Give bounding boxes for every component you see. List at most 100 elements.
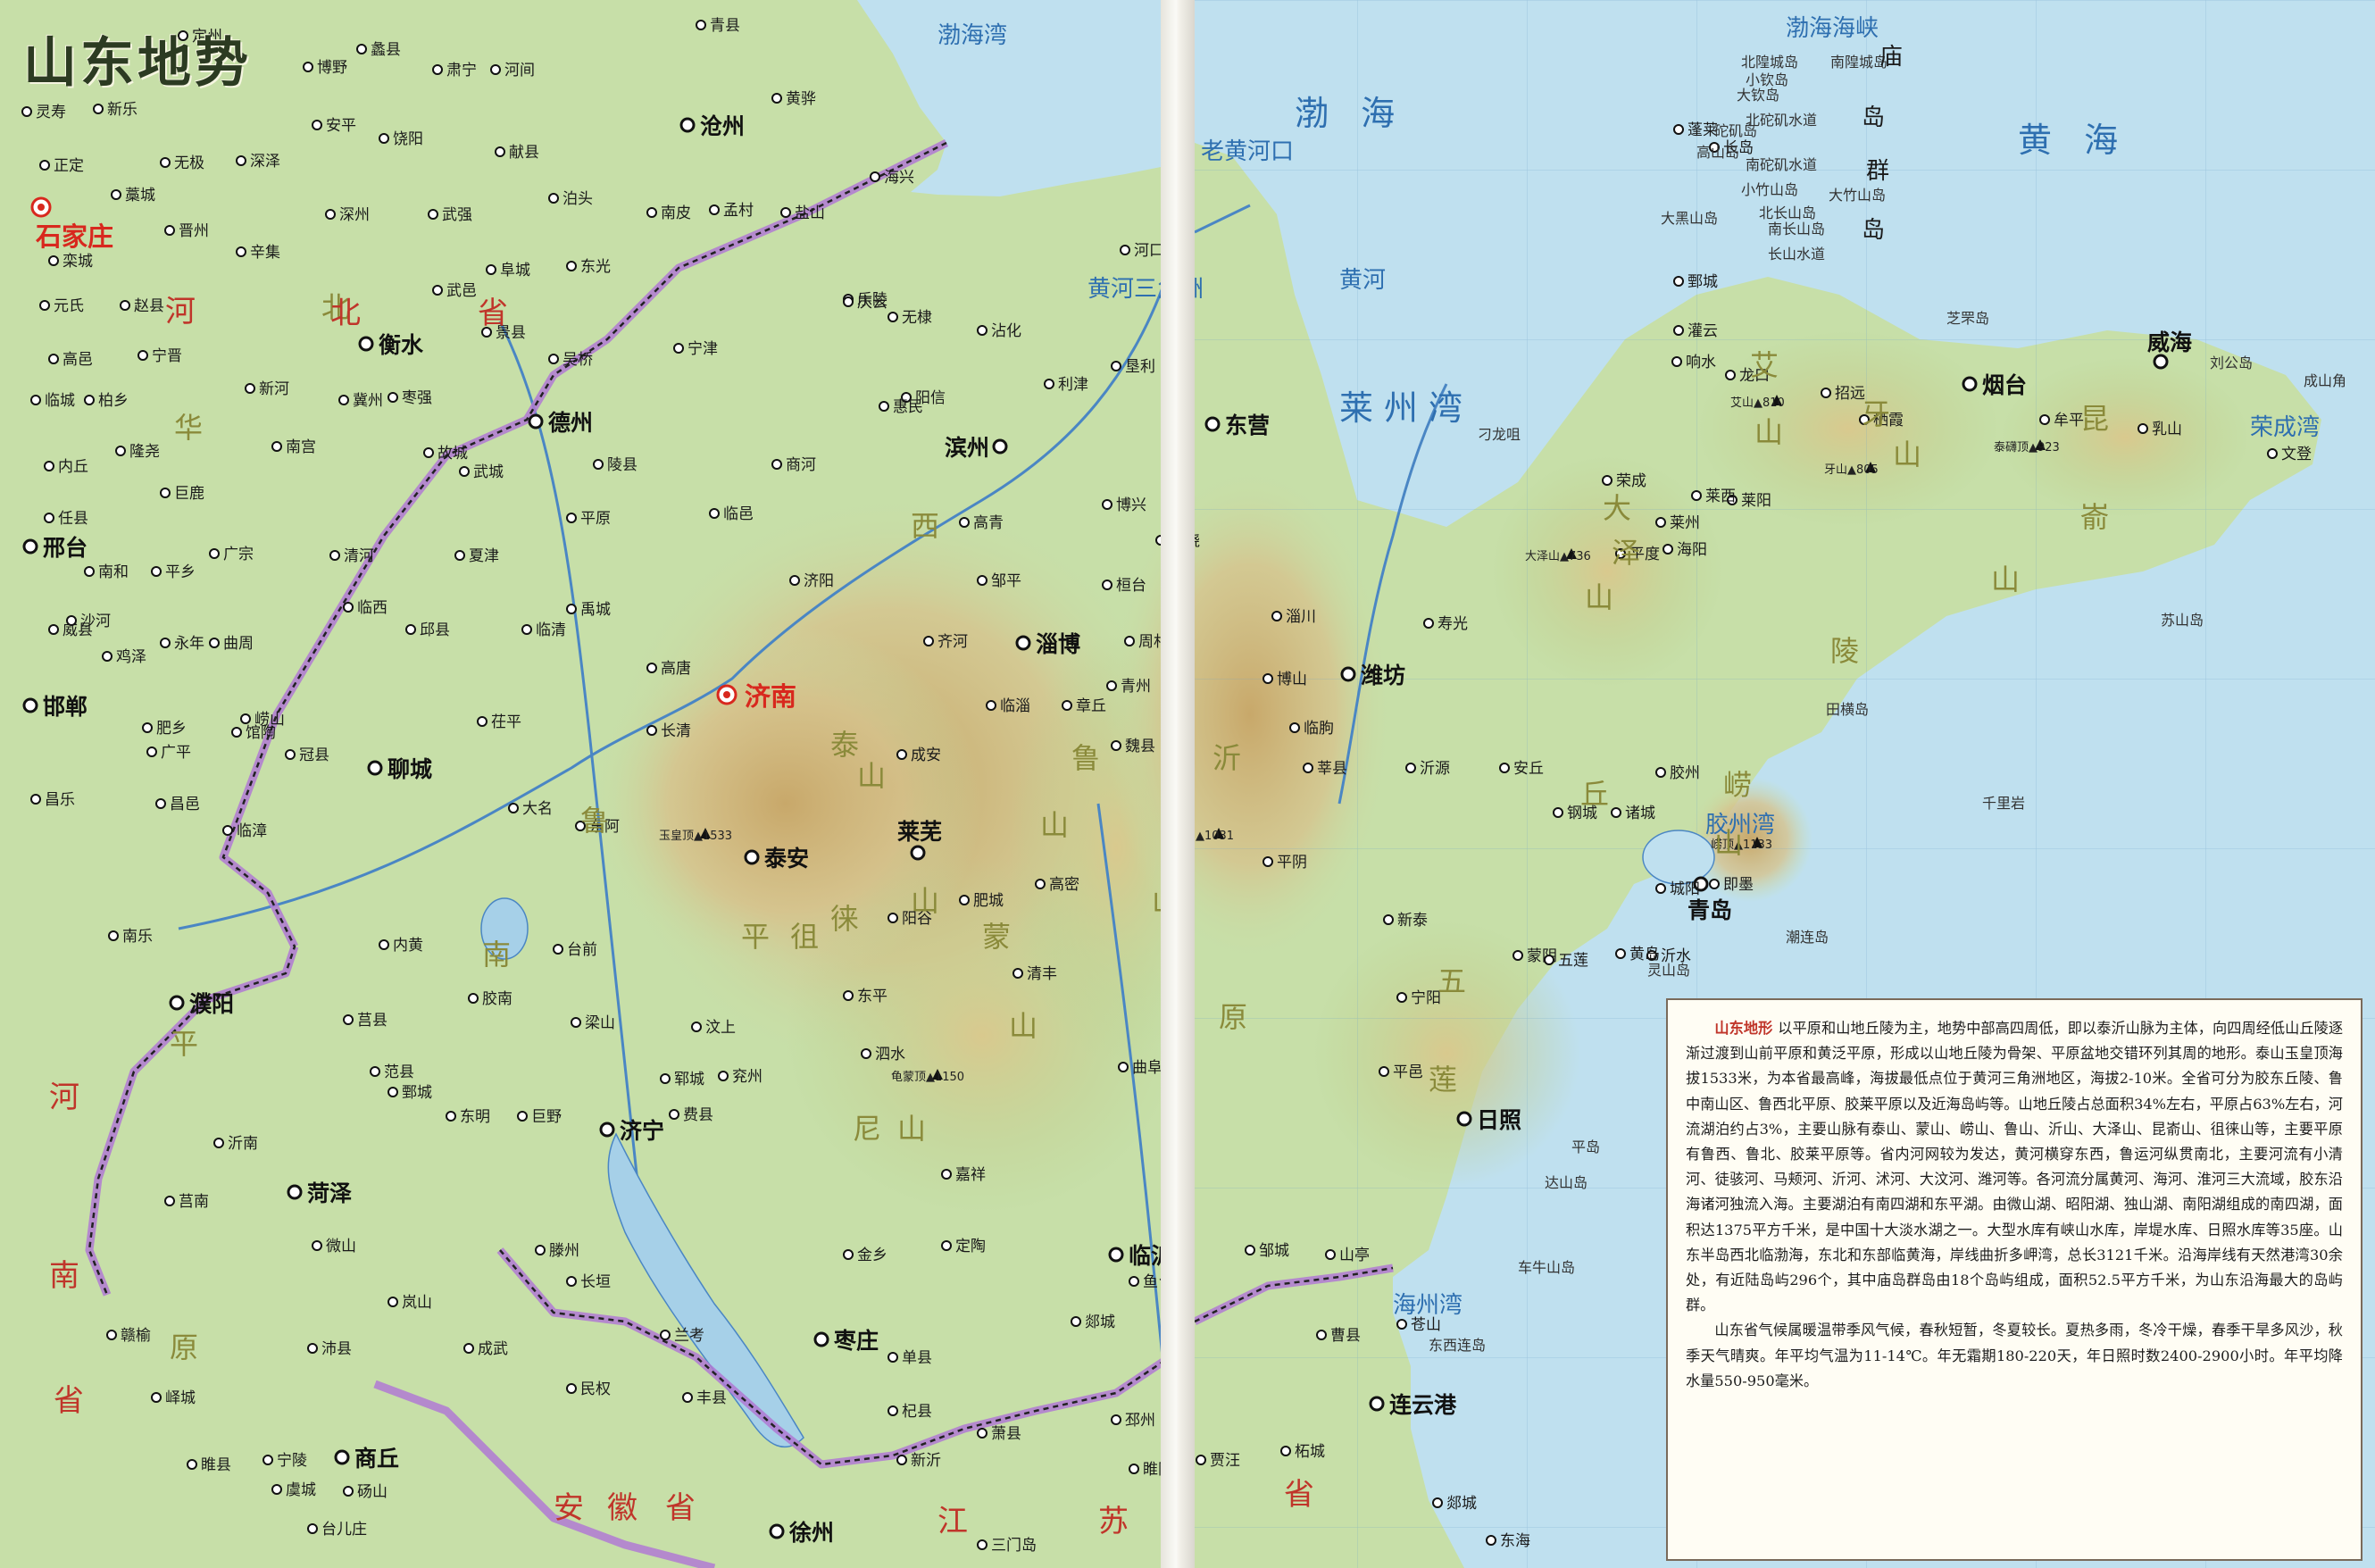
- town-84: 章丘: [1062, 697, 1106, 715]
- town-56: 巨鹿: [160, 485, 204, 503]
- town-marker: [1118, 1062, 1129, 1072]
- town-marker: [379, 939, 389, 950]
- town-label: 莒县: [357, 1012, 388, 1030]
- town-marker: [477, 716, 488, 727]
- prov-hui: 徽: [607, 1490, 638, 1526]
- town-label: 内丘: [58, 458, 88, 476]
- town-marker: [1196, 1455, 1206, 1465]
- city-label-qingdao: 青岛: [1688, 897, 1732, 923]
- town-marker: [428, 209, 438, 220]
- town-135: 鄄城: [388, 1084, 432, 1102]
- town-label: 长岛: [1723, 139, 1754, 157]
- town-30: 武邑: [432, 282, 477, 300]
- mtn-label-ze: 泽: [1612, 536, 1640, 570]
- water-yellow-river-mouth: 黄河: [1339, 267, 1386, 294]
- town-label: 台儿庄: [321, 1521, 367, 1539]
- town-label: 灵寿: [36, 104, 66, 121]
- town-marker: [1655, 517, 1666, 528]
- town-177: 郯城: [1432, 1495, 1477, 1513]
- town-label: 河间: [504, 62, 535, 79]
- town-marker: [30, 794, 41, 805]
- town-label: 饶阳: [393, 130, 423, 148]
- town-marker: [236, 246, 246, 257]
- nansi-lake: [607, 1132, 804, 1447]
- town-label: 新沂: [911, 1452, 941, 1470]
- town-label: 正定: [54, 157, 84, 175]
- town-label: 兖州: [732, 1068, 762, 1086]
- town-marker: [959, 895, 970, 905]
- town-label: 藁城: [125, 187, 155, 204]
- town-105: 沂源: [1405, 760, 1450, 778]
- prov-su: 苏: [1098, 1504, 1129, 1539]
- town-72: 威县: [48, 621, 93, 639]
- town-label: 临邑: [723, 505, 754, 523]
- town-label: 东平: [857, 988, 888, 1005]
- town-label: 定州: [192, 28, 222, 46]
- town-label: 金乡: [857, 1247, 888, 1264]
- town-label: 淄川: [1286, 608, 1316, 626]
- town-157: 成武: [463, 1340, 508, 1358]
- water-laizhou-bay: 莱州湾: [1339, 388, 1473, 428]
- border-dash-2: [499, 1249, 1394, 1466]
- town-171: 萧县: [977, 1425, 1021, 1443]
- town-marker: [959, 517, 970, 528]
- town-label: 景县: [496, 324, 526, 342]
- town-marker: [1012, 968, 1023, 979]
- town-label: 深州: [339, 206, 370, 224]
- town-marker: [495, 146, 505, 157]
- town-marker: [138, 350, 148, 361]
- town-32: 吴桥: [548, 351, 593, 369]
- capital-label-jinan: 济南: [745, 681, 796, 712]
- town-label: 贾汪: [1210, 1452, 1240, 1470]
- peak-marker-icon: [1213, 828, 1224, 838]
- plain-labels: 华 北 平 原 鲁 西 南 平 原: [170, 290, 1247, 1364]
- peak-label: 艾山▲810: [1730, 396, 1785, 410]
- town-139: 沂南: [213, 1135, 258, 1153]
- town-label: 郯城: [1446, 1495, 1477, 1513]
- town-label: 清丰: [1027, 965, 1057, 983]
- island-label: 千里岩: [1982, 795, 2025, 812]
- town-label: 丰县: [696, 1389, 727, 1407]
- town-label: 平邑: [1393, 1063, 1423, 1081]
- island-label: 南长山岛: [1768, 221, 1825, 238]
- town-label: 乳山: [2152, 421, 2182, 438]
- town-40: 利津: [1044, 376, 1088, 394]
- town-48: 临城: [30, 392, 75, 410]
- town-68: 夏津: [454, 547, 499, 565]
- town-64: 南和: [84, 563, 129, 581]
- town-109: 阳谷: [888, 910, 932, 928]
- town-marker: [843, 1249, 854, 1260]
- town-0: 灵寿: [21, 104, 66, 121]
- town-label: 东光: [580, 258, 611, 276]
- water-labels: 渤海湾 渤 海 莱州湾 渤海海峡 黄 海 海州湾 胶州湾 荣成湾 黄河三角洲 黄…: [938, 15, 2320, 1319]
- lakes: [480, 830, 1715, 1447]
- town-marker: [39, 160, 50, 171]
- town-label: 宁阳: [1411, 989, 1441, 1007]
- town-marker: [941, 1240, 952, 1251]
- town-label: 龙口: [1739, 367, 1770, 385]
- town-marker: [1691, 490, 1702, 501]
- town-96: 博山: [1262, 671, 1307, 688]
- town-189: 莱阳: [1727, 492, 1771, 510]
- town-marker: [1859, 414, 1870, 425]
- town-marker: [307, 1343, 318, 1354]
- prov-nan: 南: [49, 1258, 79, 1294]
- city-liaocheng: 聊城: [367, 756, 432, 782]
- town-marker: [888, 1405, 898, 1416]
- town-marker: [1821, 388, 1831, 398]
- town-23: 海兴: [870, 169, 914, 187]
- town-marker: [356, 44, 367, 54]
- town-label: 嘉祥: [955, 1166, 986, 1184]
- town-47: 惠民: [879, 398, 923, 416]
- town-label: 山亭: [1339, 1247, 1370, 1264]
- border-anhui: [373, 1380, 716, 1568]
- town-label: 胶州: [1670, 764, 1700, 782]
- town-label: 任县: [58, 510, 88, 528]
- town-24: 栾城: [48, 253, 93, 271]
- town-marker: [691, 1022, 702, 1032]
- peak-2: 龟蒙顶▲1150: [891, 1069, 964, 1084]
- town-91: 冠县: [285, 746, 329, 764]
- town-marker: [388, 1087, 398, 1097]
- capital-jinan: 济南: [716, 681, 796, 712]
- town-label: 文登: [2281, 446, 2312, 463]
